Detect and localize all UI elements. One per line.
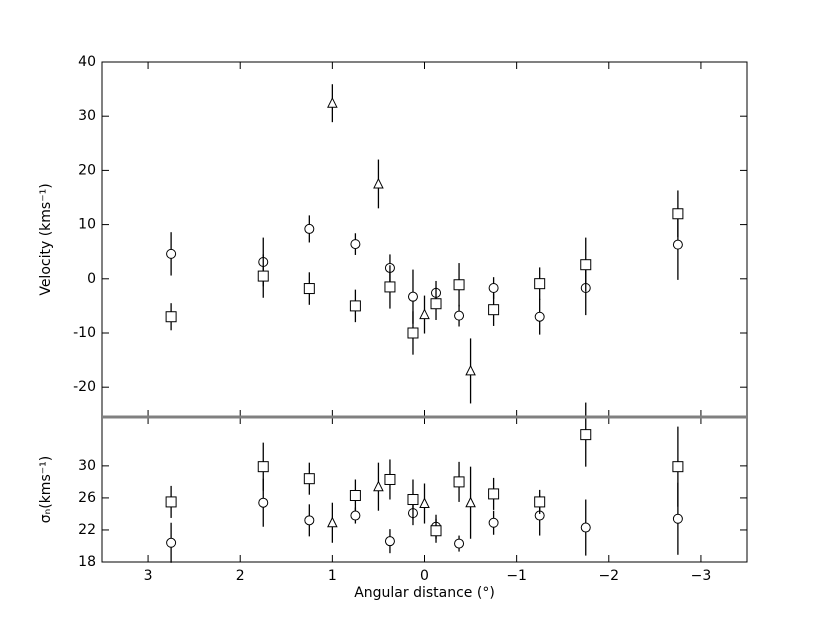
data-point: [303, 473, 315, 485]
x-tick-label: −1: [506, 568, 527, 584]
y-tick-label: -20: [73, 379, 96, 395]
x-tick-label: 1: [328, 568, 337, 584]
data-point: [672, 461, 684, 473]
y-axis-label: σₙ(kms⁻¹): [38, 456, 54, 523]
data-point: [165, 496, 177, 508]
data-point: [327, 516, 338, 528]
data-point: [257, 461, 269, 473]
data-point: [488, 517, 499, 528]
y-tick-label: 40: [78, 54, 96, 70]
data-point: [534, 278, 546, 290]
data-point: [534, 311, 545, 322]
data-point: [327, 97, 338, 108]
x-tick-label: 2: [236, 568, 245, 584]
data-point: [165, 311, 177, 323]
data-point: [430, 525, 442, 537]
data-point: [454, 310, 465, 321]
y-tick-label: 20: [78, 162, 96, 178]
data-point: [384, 536, 395, 547]
data-point: [580, 429, 592, 441]
data-point: [349, 490, 361, 502]
data-point: [166, 248, 177, 259]
data-point: [488, 488, 500, 500]
data-point: [488, 304, 500, 316]
data-point: [488, 283, 499, 294]
data-point: [672, 513, 683, 524]
data-point: [419, 497, 430, 509]
data-point: [672, 208, 684, 220]
data-point: [304, 515, 315, 526]
y-tick-label: 30: [78, 108, 96, 124]
data-point: [166, 537, 177, 548]
y-tick-label: -10: [73, 325, 96, 341]
data-point: [534, 496, 546, 508]
x-tick-label: −2: [598, 568, 619, 584]
x-tick-label: 3: [144, 568, 153, 584]
data-point: [373, 480, 384, 492]
data-point: [419, 308, 430, 320]
data-point: [384, 473, 396, 485]
data-point: [580, 259, 592, 271]
data-point: [350, 510, 361, 521]
data-point: [430, 298, 442, 310]
y-axis-label: Velocity (kms⁻¹): [38, 183, 54, 295]
data-point: [454, 538, 465, 549]
data-point: [465, 496, 476, 508]
data-point: [303, 283, 315, 295]
data-point: [407, 327, 419, 339]
data-point: [257, 270, 269, 282]
data-point: [465, 364, 476, 376]
x-tick-label: 0: [420, 568, 429, 584]
data-point: [407, 494, 419, 506]
y-tick-label: 18: [78, 554, 96, 570]
y-tick-label: 30: [78, 458, 96, 474]
x-axis-label: Angular distance (°): [354, 585, 495, 601]
x-tick-label: −3: [691, 568, 712, 584]
data-point: [672, 239, 683, 250]
data-point: [580, 522, 591, 533]
data-point: [384, 281, 396, 293]
data-point: [373, 177, 384, 189]
y-tick-label: 0: [87, 271, 96, 287]
y-tick-label: 26: [78, 490, 96, 506]
data-point: [453, 279, 465, 291]
y-tick-label: 22: [78, 522, 96, 538]
y-tick-label: 10: [78, 217, 96, 233]
data-point: [258, 497, 269, 508]
axes-frame: [101, 61, 748, 418]
data-point: [350, 239, 361, 250]
data-point: [453, 476, 465, 488]
data-point: [407, 291, 418, 302]
data-point: [304, 223, 315, 234]
data-point: [349, 300, 361, 312]
